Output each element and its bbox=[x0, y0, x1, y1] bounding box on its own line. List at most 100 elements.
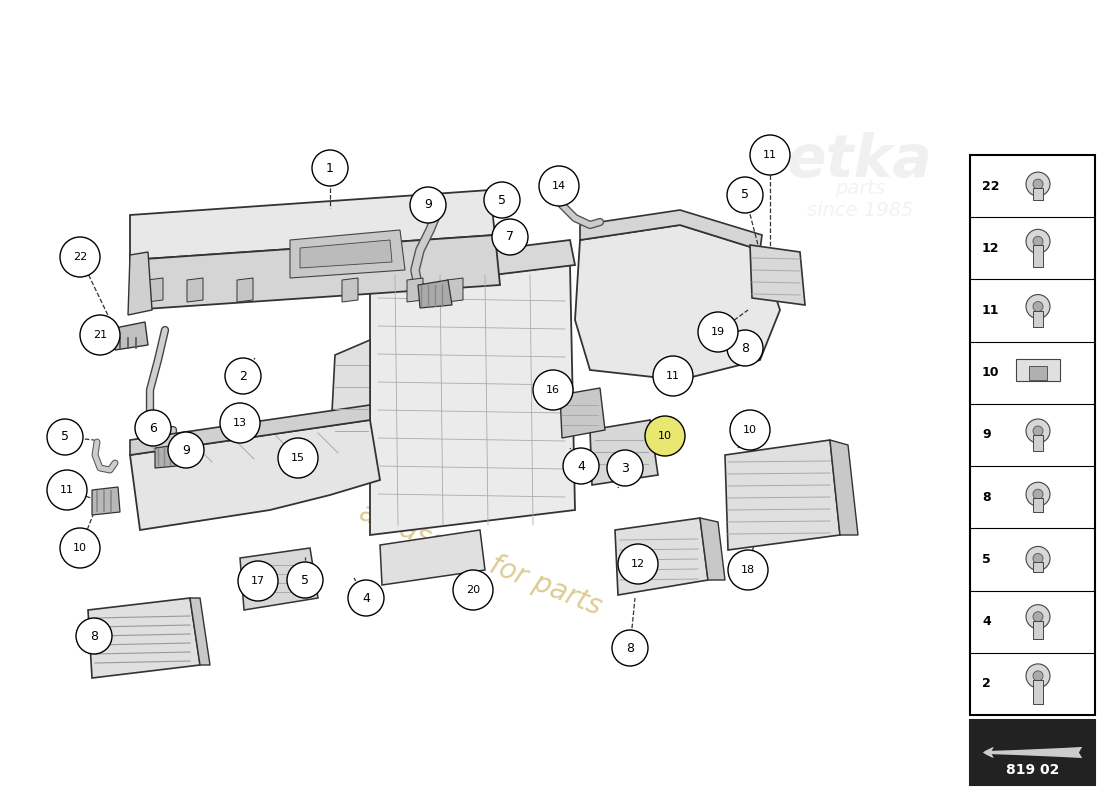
Polygon shape bbox=[130, 190, 495, 260]
Polygon shape bbox=[700, 518, 725, 580]
Circle shape bbox=[534, 370, 573, 410]
Text: 11: 11 bbox=[763, 150, 777, 160]
Polygon shape bbox=[290, 230, 405, 278]
Bar bbox=[1033, 498, 1043, 512]
Circle shape bbox=[76, 618, 112, 654]
Circle shape bbox=[539, 166, 579, 206]
Text: 11: 11 bbox=[982, 304, 1000, 317]
Polygon shape bbox=[379, 530, 485, 585]
Text: 8: 8 bbox=[626, 642, 634, 654]
Circle shape bbox=[728, 550, 768, 590]
Text: 4: 4 bbox=[578, 459, 585, 473]
Polygon shape bbox=[128, 252, 152, 315]
Bar bbox=[970, 720, 1094, 785]
Polygon shape bbox=[92, 487, 120, 515]
Polygon shape bbox=[447, 278, 463, 302]
Circle shape bbox=[1033, 426, 1043, 436]
Circle shape bbox=[47, 470, 87, 510]
Text: 2: 2 bbox=[239, 370, 246, 382]
Text: 9: 9 bbox=[425, 198, 432, 211]
Circle shape bbox=[698, 312, 738, 352]
Circle shape bbox=[653, 356, 693, 396]
Bar bbox=[1033, 680, 1043, 704]
Text: 7: 7 bbox=[506, 230, 514, 243]
Text: 20: 20 bbox=[466, 585, 480, 595]
Text: 5: 5 bbox=[741, 189, 749, 202]
Text: 5: 5 bbox=[60, 430, 69, 443]
Polygon shape bbox=[750, 245, 805, 305]
Text: 16: 16 bbox=[546, 385, 560, 395]
Circle shape bbox=[612, 630, 648, 666]
Circle shape bbox=[492, 219, 528, 255]
Polygon shape bbox=[830, 440, 858, 535]
Circle shape bbox=[727, 330, 763, 366]
Text: 17: 17 bbox=[251, 576, 265, 586]
Polygon shape bbox=[147, 278, 163, 302]
Circle shape bbox=[1033, 236, 1043, 246]
Circle shape bbox=[278, 438, 318, 478]
Text: 9: 9 bbox=[982, 429, 991, 442]
Text: 6: 6 bbox=[150, 422, 157, 434]
Polygon shape bbox=[330, 340, 370, 455]
Circle shape bbox=[727, 177, 763, 213]
Polygon shape bbox=[130, 420, 380, 530]
Text: 15: 15 bbox=[292, 453, 305, 463]
Polygon shape bbox=[370, 240, 575, 290]
Polygon shape bbox=[560, 388, 605, 438]
Circle shape bbox=[750, 135, 790, 175]
Polygon shape bbox=[580, 210, 762, 250]
Circle shape bbox=[312, 150, 348, 186]
Circle shape bbox=[453, 570, 493, 610]
Circle shape bbox=[645, 416, 685, 456]
Text: 11: 11 bbox=[60, 485, 74, 495]
Text: 10: 10 bbox=[742, 425, 757, 435]
Circle shape bbox=[226, 358, 261, 394]
Circle shape bbox=[1033, 302, 1043, 311]
Polygon shape bbox=[370, 265, 575, 535]
Polygon shape bbox=[418, 280, 452, 308]
Circle shape bbox=[563, 448, 600, 484]
Text: 8: 8 bbox=[982, 490, 991, 504]
Polygon shape bbox=[187, 278, 204, 302]
Text: 18: 18 bbox=[741, 565, 755, 575]
Polygon shape bbox=[130, 405, 370, 455]
Text: 12: 12 bbox=[982, 242, 1000, 255]
Text: 8: 8 bbox=[741, 342, 749, 354]
Polygon shape bbox=[300, 240, 392, 268]
Bar bbox=[1033, 562, 1043, 573]
Text: 12: 12 bbox=[631, 559, 645, 569]
Circle shape bbox=[1033, 554, 1043, 563]
Bar bbox=[1033, 246, 1043, 267]
Circle shape bbox=[238, 561, 278, 601]
Text: 10: 10 bbox=[73, 543, 87, 553]
Circle shape bbox=[1033, 179, 1043, 189]
Polygon shape bbox=[342, 278, 358, 302]
Text: 19: 19 bbox=[711, 327, 725, 337]
Circle shape bbox=[220, 403, 260, 443]
Text: 10: 10 bbox=[658, 431, 672, 441]
Circle shape bbox=[1033, 671, 1043, 681]
Text: 819 02: 819 02 bbox=[1005, 763, 1059, 777]
Circle shape bbox=[60, 237, 100, 277]
Circle shape bbox=[1026, 419, 1050, 443]
Circle shape bbox=[1033, 612, 1043, 622]
Polygon shape bbox=[575, 225, 780, 380]
Text: 4: 4 bbox=[362, 591, 370, 605]
Bar bbox=[1033, 621, 1043, 638]
Polygon shape bbox=[725, 440, 840, 550]
Text: 3: 3 bbox=[621, 462, 629, 474]
Circle shape bbox=[168, 432, 204, 468]
Polygon shape bbox=[407, 278, 424, 302]
Circle shape bbox=[730, 410, 770, 450]
Text: 13: 13 bbox=[233, 418, 248, 428]
Circle shape bbox=[618, 544, 658, 584]
Bar bbox=[1033, 188, 1043, 200]
Text: 4: 4 bbox=[982, 615, 991, 628]
Circle shape bbox=[1026, 605, 1050, 629]
Polygon shape bbox=[88, 598, 200, 678]
Text: 21: 21 bbox=[92, 330, 107, 340]
Polygon shape bbox=[130, 235, 500, 310]
Bar bbox=[1028, 366, 1047, 380]
Text: 1: 1 bbox=[326, 162, 334, 174]
Polygon shape bbox=[240, 548, 318, 610]
